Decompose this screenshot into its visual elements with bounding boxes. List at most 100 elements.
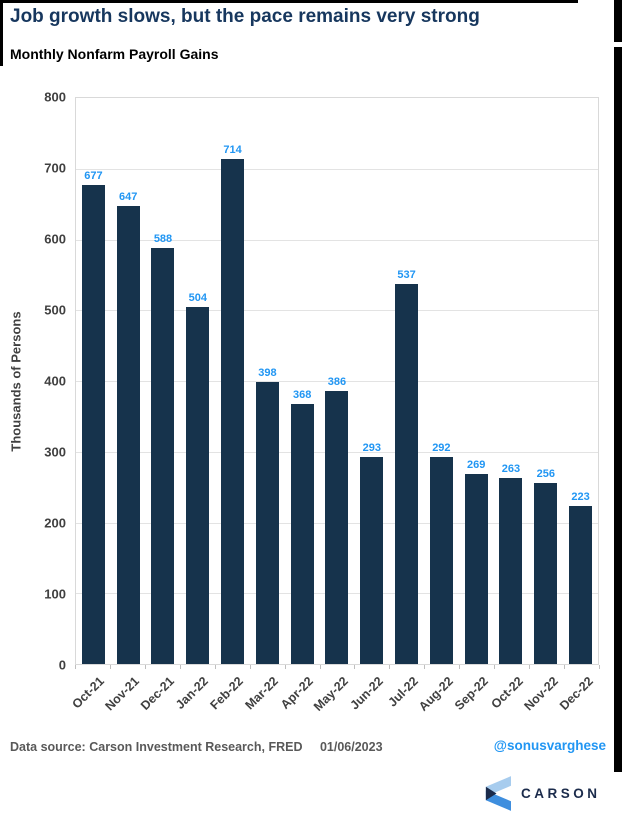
x-axis-minor-tick	[564, 665, 566, 669]
x-axis-ticks	[75, 665, 600, 670]
bar-slot-Jul-22: 537	[389, 98, 424, 664]
bar-slot-Dec-21: 588	[146, 98, 181, 664]
bar-Jul-22	[395, 284, 419, 664]
bar-Jan-22	[186, 307, 210, 664]
x-axis-minor-tick	[109, 665, 111, 669]
bar-value-label-Nov-22: 256	[536, 467, 555, 480]
bar-May-22	[325, 390, 349, 664]
bar-Nov-22	[534, 482, 558, 664]
bar-slot-Aug-22: 292	[424, 98, 459, 664]
x-axis-minor-tick	[319, 665, 321, 669]
x-axis-minor-tick	[249, 665, 251, 669]
bar-slot-Nov-22: 256	[528, 98, 563, 664]
bar-value-label-Sep-22: 269	[466, 458, 486, 471]
x-axis-minor-tick	[389, 665, 391, 669]
x-axis-minor-tick	[179, 665, 181, 669]
bar-slot-Oct-22: 263	[494, 98, 529, 664]
bar-slot-Mar-22: 398	[250, 98, 285, 664]
x-axis-minor-tick	[599, 665, 600, 669]
bar-Nov-21	[116, 206, 140, 664]
x-axis-minor-tick	[529, 665, 531, 669]
bar-value-label-Apr-22: 368	[293, 388, 312, 401]
carson-logo-icon	[485, 776, 511, 811]
x-axis-minor-tick	[354, 665, 356, 669]
right-border-bar-upper	[614, 0, 622, 42]
x-axis-minor-tick	[459, 665, 461, 669]
bar-slot-May-22: 386	[320, 98, 355, 664]
bar-slot-Jun-22: 293	[354, 98, 389, 664]
x-tick-label-Jan-22: Jan-22	[173, 674, 212, 712]
x-tick-label-Dec-22: Dec-22	[556, 674, 596, 713]
x-axis-minor-tick	[144, 665, 146, 669]
data-source-date: 01/06/2023	[319, 740, 383, 754]
bar-slot-Sep-22: 269	[459, 98, 494, 664]
bar-value-label-Mar-22: 398	[258, 367, 277, 380]
bar-slot-Jan-22: 504	[180, 98, 215, 664]
x-axis-minor-tick	[75, 665, 76, 669]
y-tick-label-700: 700	[44, 160, 66, 176]
bar-Feb-22	[221, 158, 245, 664]
y-tick-label-500: 500	[44, 302, 66, 318]
bar-slot-Apr-22: 368	[285, 98, 320, 664]
plot-area: 677 647 588 504 714 398 368 386 293 537 292 269 263 2…	[75, 97, 599, 665]
bar-value-label-Dec-21: 588	[153, 233, 173, 245]
x-tick-label-Jun-22: Jun-22	[347, 674, 387, 713]
x-axis-tick-labels: Oct-21 Nov-21 Dec-21 Jan-22 Feb-22 Mar-22 Apr-…	[69, 668, 599, 738]
x-axis-minor-tick	[214, 665, 216, 669]
y-tick-label-300: 300	[44, 444, 66, 460]
x-tick-label-Mar-22: Mar-22	[242, 674, 282, 713]
gridline-400	[76, 381, 598, 382]
carson-logo: CARSON	[482, 776, 601, 811]
y-tick-label-600: 600	[44, 231, 66, 247]
data-source-value: Carson Investment Research, FRED	[89, 740, 303, 754]
chart-subtitle: Monthly Nonfarm Payroll Gains	[10, 46, 219, 62]
x-tick-label-Oct-22: Oct-22	[488, 674, 526, 712]
bar-value-label-Feb-22: 714	[223, 143, 242, 156]
y-tick-label-800: 800	[44, 89, 66, 105]
gridline-600	[76, 239, 598, 241]
bar-value-label-Jan-22: 504	[188, 292, 207, 305]
x-tick-label-Nov-22: Nov-22	[521, 674, 561, 714]
y-tick-label-400: 400	[44, 373, 66, 389]
x-axis-minor-tick	[284, 665, 286, 669]
bar-Dec-22	[569, 506, 593, 664]
y-tick-label-200: 200	[44, 515, 66, 531]
y-axis-tick-labels: 0 100 200 300 400 500 600 700 800	[0, 0, 66, 824]
bar-Oct-22	[499, 477, 523, 664]
gridline-500	[76, 310, 598, 312]
bar-Apr-22	[290, 403, 314, 664]
right-border-bar-lower	[614, 47, 622, 772]
twitter-handle: @sonusvarghese	[493, 738, 606, 753]
bar-slot-Nov-21: 647	[111, 98, 146, 664]
data-source-text: Data source: Carson Investment Research,…	[10, 740, 383, 754]
bar-Oct-21	[81, 185, 105, 664]
bar-slot-Oct-21: 677	[76, 98, 111, 664]
bars-row: 677 647 588 504 714 398 368 386 293 537 292 269 263 2…	[76, 98, 598, 664]
bar-value-label-Oct-21: 677	[84, 170, 103, 183]
x-tick-label-May-22: May-22	[311, 674, 352, 714]
x-tick-label-Dec-21: Dec-21	[137, 674, 177, 713]
left-border-line	[0, 0, 3, 66]
x-tick-label-Sep-22: Sep-22	[451, 674, 491, 713]
x-axis-minor-tick	[494, 665, 496, 669]
bar-slot-Feb-22: 714	[215, 98, 250, 664]
bar-Aug-22	[429, 457, 453, 664]
chart-title: Job growth slows, but the pace remains v…	[10, 6, 480, 27]
bar-Mar-22	[255, 382, 279, 664]
bar-value-label-Nov-21: 647	[119, 191, 138, 204]
bar-value-label-Jul-22: 537	[397, 269, 416, 282]
x-tick-label-Oct-21: Oct-21	[69, 674, 107, 712]
x-tick-label-Feb-22: Feb-22	[207, 674, 247, 713]
x-axis-minor-tick	[424, 665, 426, 669]
bar-value-label-Aug-22: 292	[432, 442, 451, 455]
y-tick-label-0: 0	[58, 657, 66, 673]
bar-slot-Dec-22: 223	[563, 98, 598, 664]
x-tick-label-Aug-22: Aug-22	[416, 674, 456, 714]
bar-value-label-May-22: 386	[327, 375, 347, 388]
x-tick-label-Nov-21: Nov-21	[102, 674, 142, 714]
bar-value-label-Jun-22: 293	[362, 441, 381, 454]
bar-Dec-21	[151, 248, 175, 664]
bar-Sep-22	[464, 473, 488, 664]
y-tick-label-100: 100	[44, 586, 66, 602]
